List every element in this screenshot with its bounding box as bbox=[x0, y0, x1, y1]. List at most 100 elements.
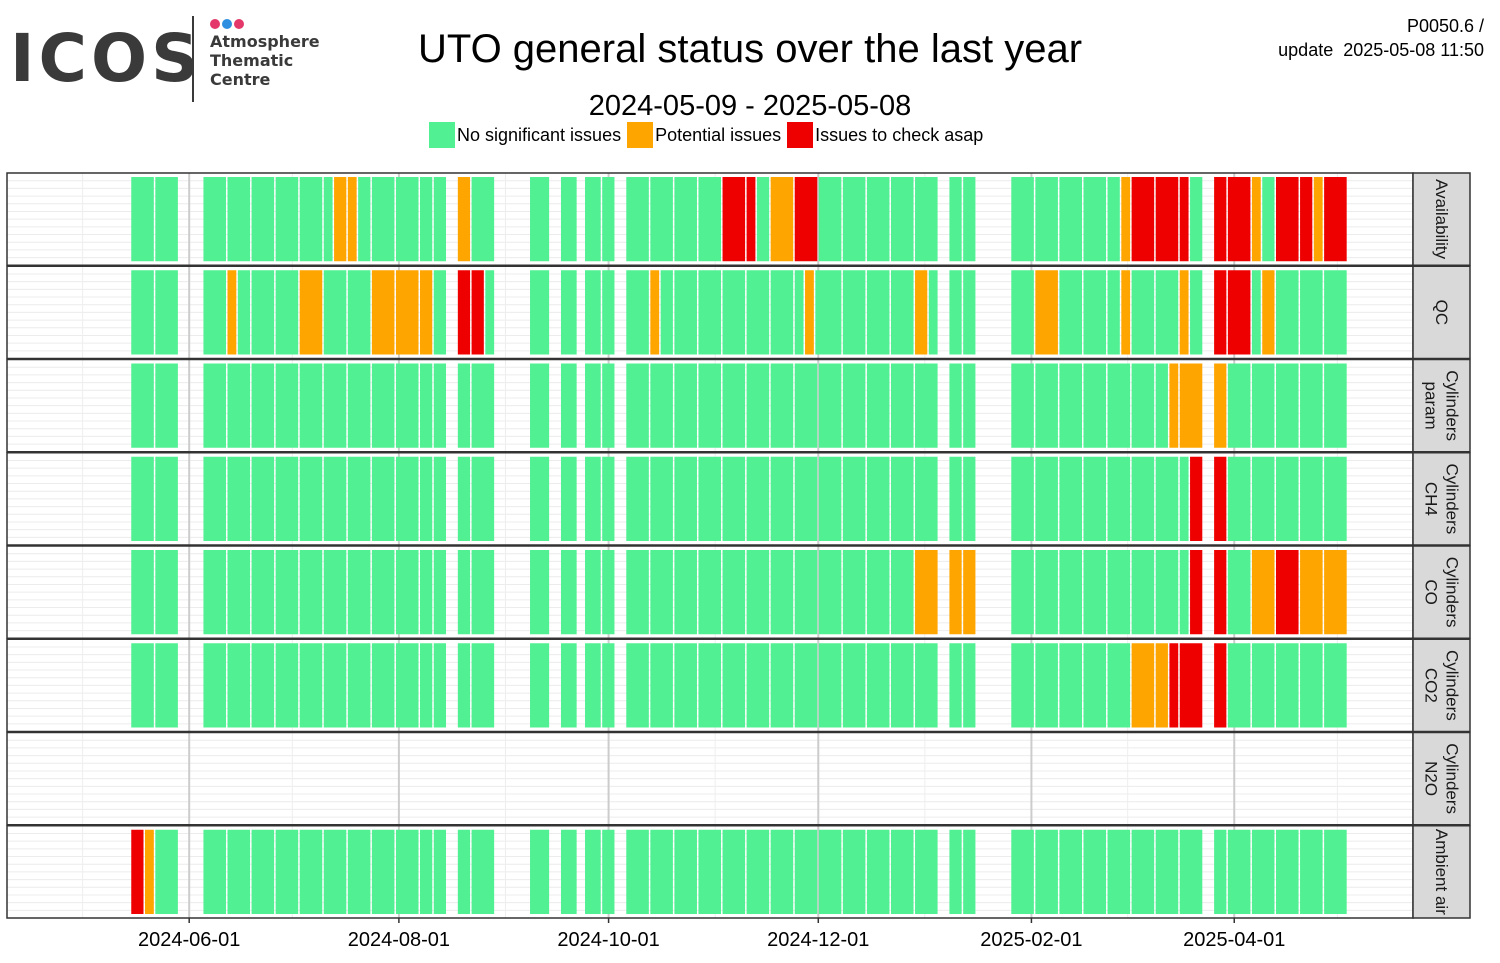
status-bar bbox=[890, 456, 914, 541]
status-bar bbox=[626, 643, 649, 728]
status-bar bbox=[275, 177, 299, 262]
status-bar bbox=[530, 270, 550, 355]
status-bar bbox=[347, 829, 371, 914]
status-bar bbox=[915, 829, 938, 914]
status-bar bbox=[842, 829, 866, 914]
status-bar bbox=[602, 550, 615, 635]
status-bar bbox=[1227, 177, 1251, 262]
panel-strip bbox=[1412, 545, 1471, 639]
status-bar bbox=[949, 177, 962, 262]
status-bar bbox=[323, 829, 347, 914]
status-bar bbox=[1262, 270, 1275, 355]
status-bar bbox=[560, 456, 577, 541]
status-bar bbox=[890, 177, 914, 262]
status-bar bbox=[1083, 456, 1107, 541]
status-bar bbox=[585, 550, 601, 635]
status-bar bbox=[818, 550, 842, 635]
status-bar bbox=[299, 643, 323, 728]
status-bar bbox=[1059, 456, 1082, 541]
status-bar bbox=[1300, 550, 1323, 635]
status-bar bbox=[818, 643, 842, 728]
status-bar bbox=[1262, 177, 1275, 262]
status-bar bbox=[323, 550, 347, 635]
status-bar bbox=[1251, 643, 1275, 728]
status-bar bbox=[842, 456, 866, 541]
panel-label: Cylinders bbox=[1443, 463, 1462, 534]
status-bar bbox=[323, 363, 347, 448]
status-bar bbox=[457, 643, 471, 728]
status-bar bbox=[722, 550, 746, 635]
status-bar bbox=[1155, 829, 1179, 914]
panel-strip bbox=[1412, 825, 1471, 919]
status-bar bbox=[585, 177, 601, 262]
panel-label: Cylinders bbox=[1443, 650, 1462, 721]
status-bar bbox=[1251, 177, 1261, 262]
status-bar bbox=[395, 177, 419, 262]
status-bar bbox=[433, 829, 447, 914]
version-label: P0050.6 / bbox=[1406, 16, 1484, 36]
status-bar bbox=[722, 270, 746, 355]
status-bar bbox=[275, 550, 299, 635]
status-bar bbox=[1179, 829, 1203, 914]
status-bar bbox=[227, 270, 237, 355]
status-bar bbox=[227, 643, 251, 728]
status-bar bbox=[371, 550, 395, 635]
status-bar bbox=[1275, 550, 1299, 635]
status-bar bbox=[1214, 270, 1227, 355]
status-bar bbox=[890, 643, 914, 728]
status-bar bbox=[1227, 270, 1251, 355]
legend-label: No significant issues bbox=[457, 124, 622, 145]
status-bar bbox=[1011, 270, 1034, 355]
panel-label: CO2 bbox=[1422, 668, 1441, 703]
status-bar bbox=[1214, 177, 1227, 262]
status-bar bbox=[155, 550, 178, 635]
status-bar bbox=[866, 363, 890, 448]
x-tick-label: 2024-12-01 bbox=[767, 929, 869, 951]
status-bar bbox=[371, 363, 395, 448]
panel-strip bbox=[1412, 358, 1471, 453]
status-bar bbox=[650, 177, 673, 262]
status-bar bbox=[949, 550, 962, 635]
status-bar bbox=[299, 550, 323, 635]
status-bar bbox=[560, 550, 577, 635]
status-bar bbox=[890, 550, 914, 635]
status-bar bbox=[371, 829, 395, 914]
panel: QC bbox=[6, 265, 1471, 360]
status-bar bbox=[602, 363, 615, 448]
status-bar bbox=[251, 456, 275, 541]
status-bar bbox=[457, 177, 471, 262]
status-bar bbox=[530, 643, 550, 728]
status-bar bbox=[1300, 456, 1323, 541]
status-bar bbox=[299, 456, 323, 541]
status-bar bbox=[698, 456, 722, 541]
status-bar bbox=[1083, 550, 1107, 635]
status-bar bbox=[471, 456, 495, 541]
status-bar bbox=[471, 177, 495, 262]
status-bar bbox=[674, 829, 697, 914]
status-bar bbox=[770, 643, 794, 728]
status-bar bbox=[770, 363, 794, 448]
status-bar bbox=[1107, 643, 1131, 728]
status-bar bbox=[395, 456, 419, 541]
status-bar bbox=[585, 363, 601, 448]
status-bar bbox=[530, 550, 550, 635]
status-bar bbox=[1300, 829, 1323, 914]
x-tick-label: 2025-02-01 bbox=[980, 929, 1082, 951]
status-bar bbox=[949, 270, 962, 355]
legend-label: Potential issues bbox=[655, 124, 782, 145]
status-bar bbox=[433, 643, 447, 728]
status-bar bbox=[722, 643, 746, 728]
status-bar bbox=[203, 829, 227, 914]
status-bar bbox=[275, 270, 299, 355]
status-bar bbox=[530, 177, 550, 262]
status-bar bbox=[1214, 456, 1227, 541]
status-bar bbox=[1107, 363, 1131, 448]
status-bar bbox=[530, 829, 550, 914]
status-bar bbox=[1083, 270, 1107, 355]
status-bar bbox=[1324, 550, 1347, 635]
status-bar bbox=[963, 643, 976, 728]
status-bar bbox=[794, 270, 804, 355]
legend-item-check: Issues to check asap bbox=[787, 122, 983, 148]
